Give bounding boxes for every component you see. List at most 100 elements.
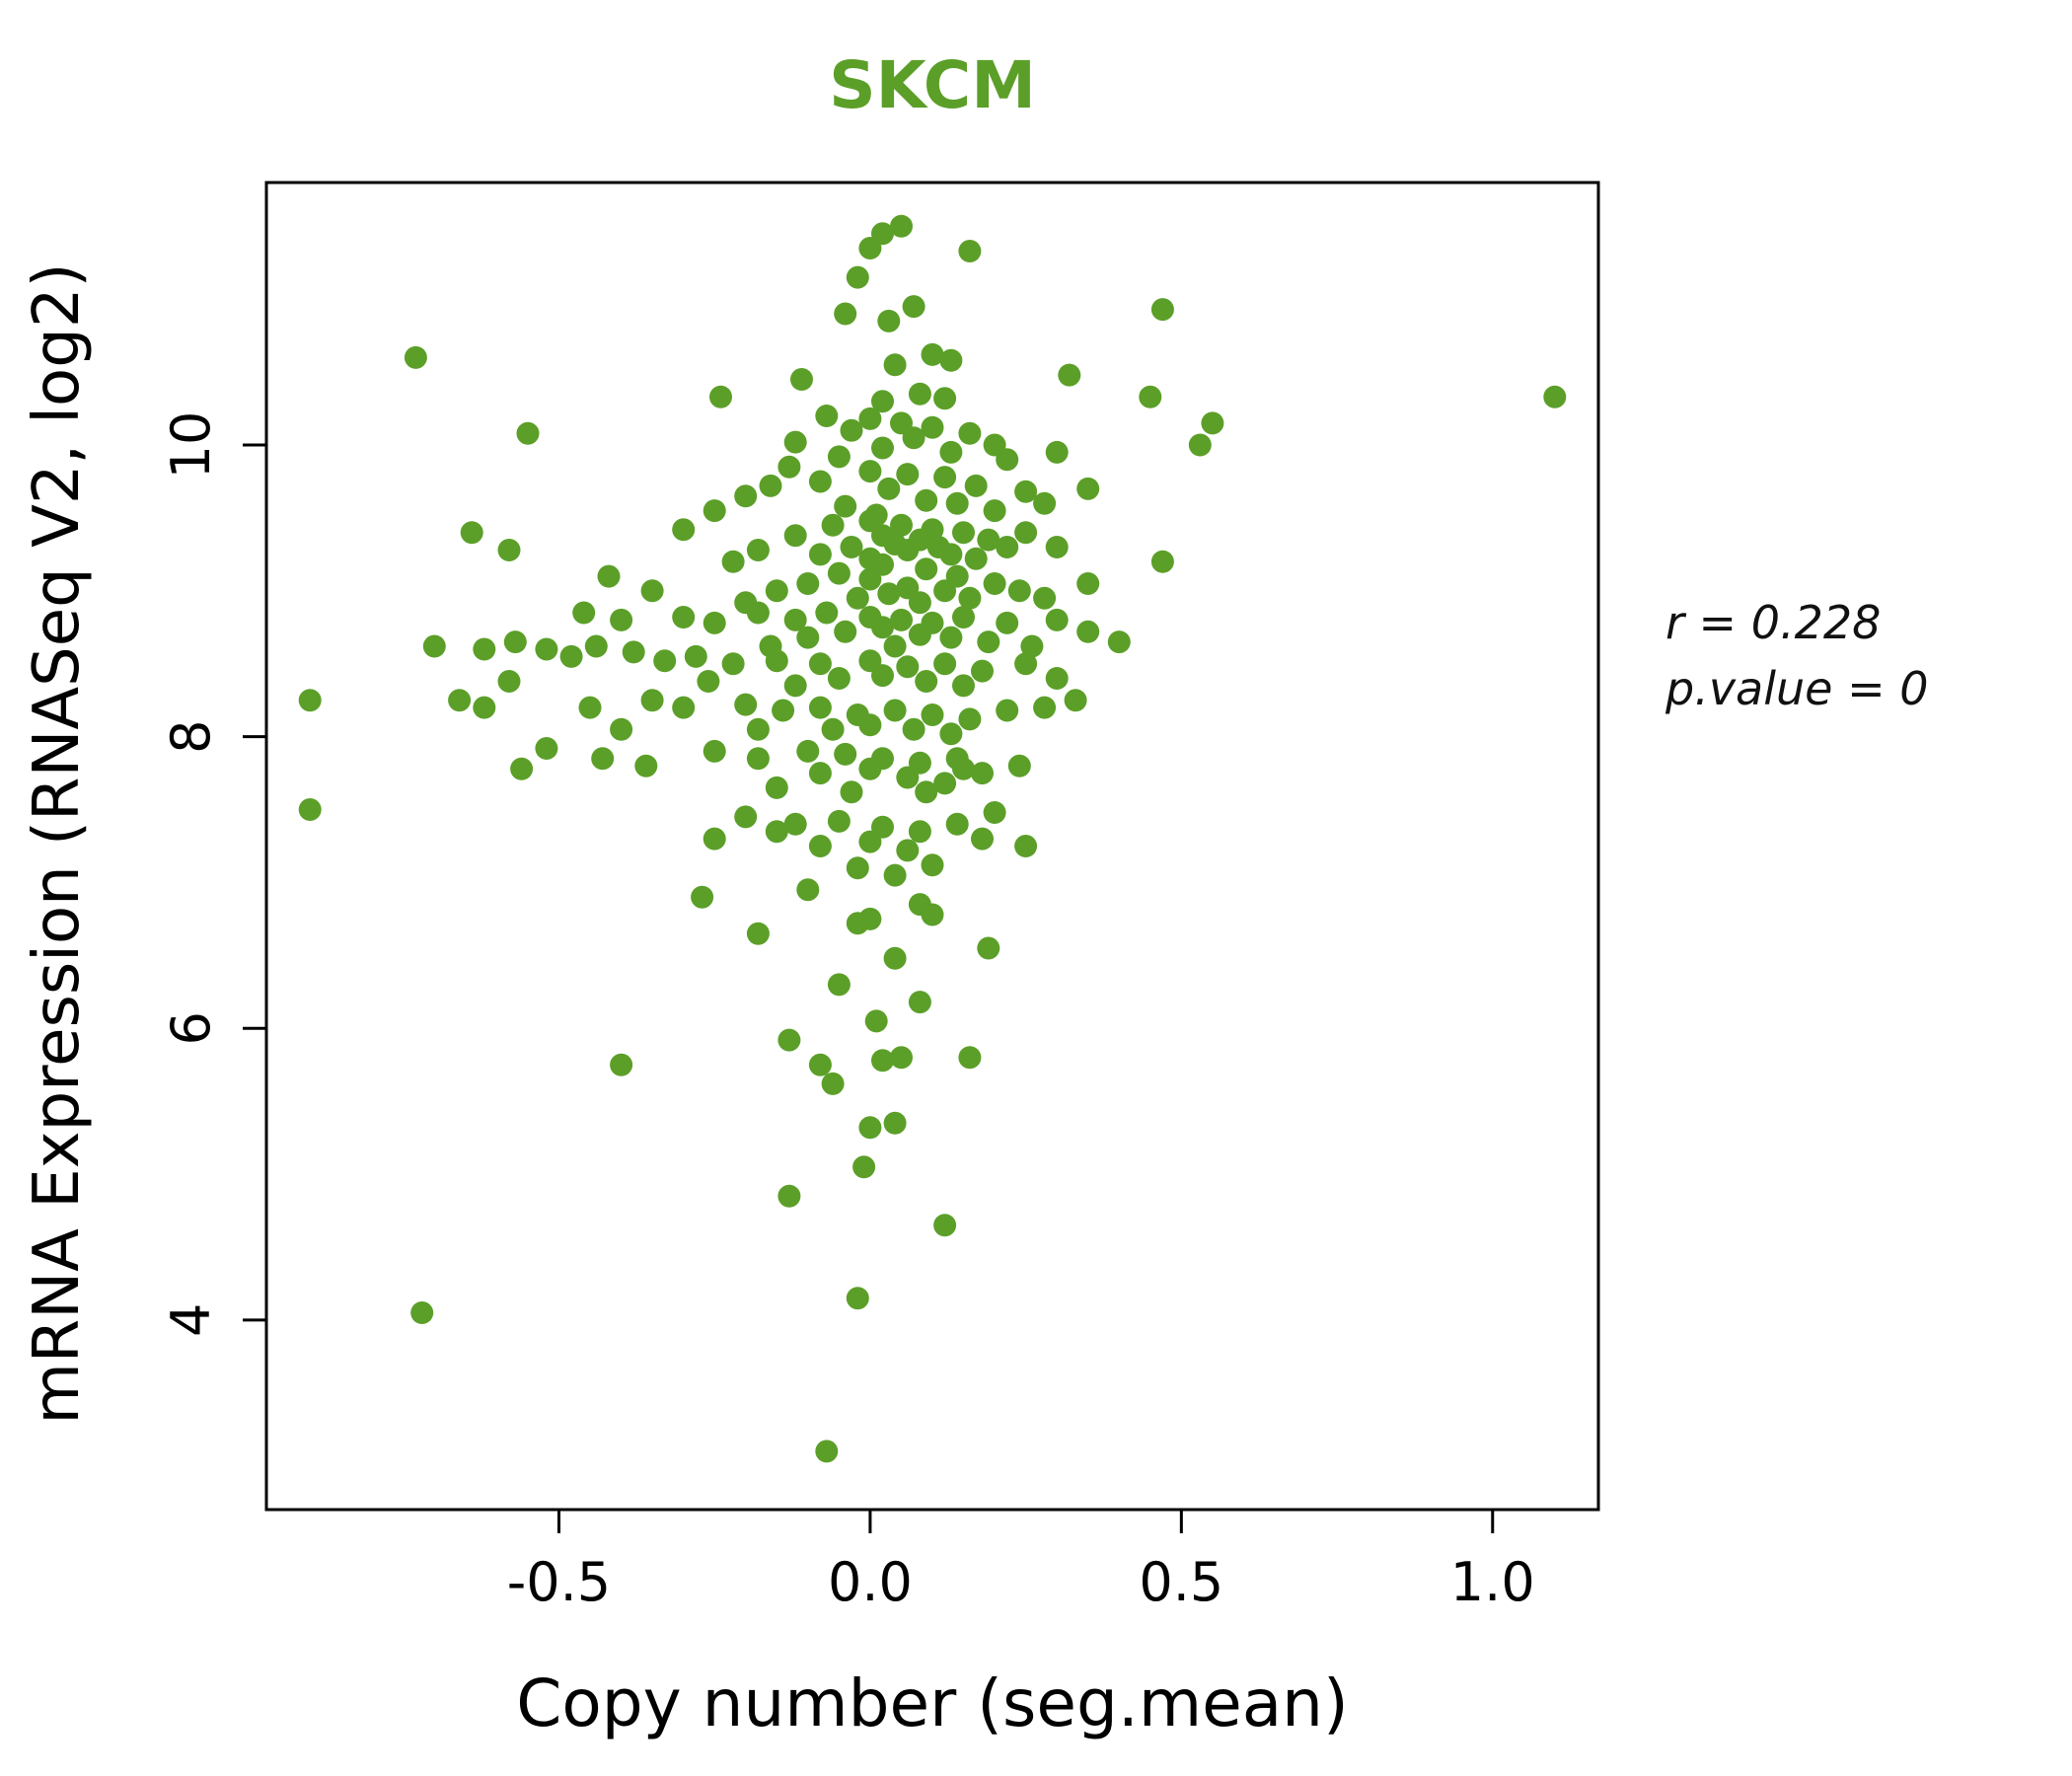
- data-point: [808, 470, 832, 493]
- x-tick-label: 0.5: [1139, 1551, 1223, 1613]
- data-point: [796, 572, 820, 595]
- data-point: [858, 757, 882, 780]
- data-point: [1107, 630, 1131, 654]
- data-point: [921, 903, 944, 926]
- data-point: [746, 539, 770, 561]
- data-point: [591, 747, 615, 771]
- data-point: [858, 1116, 882, 1140]
- data-point: [703, 827, 726, 851]
- data-point: [584, 634, 608, 658]
- data-point: [896, 463, 920, 486]
- data-point: [777, 1028, 801, 1052]
- data-point: [890, 608, 913, 631]
- data-point: [1076, 620, 1100, 643]
- data-point: [915, 780, 938, 804]
- data-point: [765, 649, 788, 673]
- data-point: [971, 659, 994, 683]
- data-point: [933, 652, 957, 676]
- data-point: [958, 707, 982, 731]
- data-point: [821, 513, 845, 537]
- data-point: [610, 1053, 633, 1076]
- data-point: [858, 407, 882, 430]
- data-point: [535, 737, 558, 760]
- correlation-annotation: r = 0.228 p.value = 0: [1665, 590, 1929, 721]
- y-tick-label: 8: [160, 719, 222, 753]
- data-point: [746, 747, 770, 771]
- data-point: [840, 418, 863, 442]
- data-point: [1058, 363, 1081, 387]
- data-point: [404, 345, 427, 369]
- data-point: [952, 674, 975, 698]
- data-point: [765, 776, 788, 799]
- x-axis-label: Copy number (seg.mean): [516, 1665, 1349, 1741]
- data-point: [896, 655, 920, 679]
- data-point: [1033, 491, 1057, 515]
- data-point: [783, 674, 807, 698]
- data-point: [1076, 477, 1100, 500]
- data-point: [815, 1440, 839, 1463]
- data-point: [827, 445, 851, 469]
- data-point: [796, 739, 820, 763]
- data-point: [983, 572, 1006, 595]
- data-point: [410, 1301, 434, 1324]
- data-point: [1150, 298, 1174, 322]
- data-point: [983, 801, 1006, 824]
- data-point: [840, 780, 863, 804]
- data-point: [883, 863, 907, 887]
- r-value-text: r = 0.228: [1665, 596, 1882, 649]
- data-point: [777, 455, 801, 479]
- x-axis-ticks: -0.5 0.0 0.5 1.0: [507, 1510, 1535, 1613]
- data-point: [890, 513, 913, 537]
- data-point: [858, 713, 882, 737]
- data-point: [1188, 433, 1212, 457]
- data-point: [939, 440, 963, 464]
- data-point: [883, 1111, 907, 1135]
- data-point: [783, 524, 807, 548]
- data-point: [597, 564, 621, 588]
- p-value-text: p.value = 0: [1665, 661, 1929, 715]
- data-point: [977, 936, 1000, 960]
- scatter-points: [298, 214, 1567, 1463]
- data-point: [858, 460, 882, 483]
- data-point: [298, 798, 322, 821]
- data-point: [1064, 689, 1087, 712]
- data-point: [834, 742, 857, 766]
- data-point: [952, 757, 975, 780]
- data-point: [921, 415, 944, 439]
- data-point: [945, 491, 969, 515]
- data-point: [559, 644, 583, 668]
- data-point: [516, 421, 540, 445]
- data-point: [852, 1155, 876, 1179]
- data-point: [765, 820, 788, 844]
- data-point: [1139, 385, 1162, 408]
- data-point: [883, 946, 907, 970]
- data-point: [790, 368, 813, 391]
- data-point: [890, 1046, 913, 1070]
- data-point: [939, 722, 963, 746]
- data-point: [734, 805, 758, 829]
- data-point: [497, 670, 521, 693]
- data-point: [634, 754, 658, 777]
- data-point: [996, 448, 1019, 472]
- data-point: [473, 637, 496, 661]
- x-tick-label: 0.0: [828, 1551, 913, 1613]
- data-point: [827, 973, 851, 997]
- data-point: [915, 488, 938, 512]
- data-point: [971, 827, 994, 851]
- data-point: [808, 652, 832, 676]
- data-point: [640, 689, 664, 712]
- data-point: [896, 766, 920, 789]
- data-point: [864, 1009, 888, 1033]
- data-point: [915, 557, 938, 581]
- data-point: [921, 703, 944, 726]
- data-point: [1020, 634, 1044, 658]
- data-point: [497, 539, 521, 561]
- data-point: [846, 1287, 869, 1310]
- data-point: [983, 499, 1006, 523]
- data-point: [821, 1072, 845, 1095]
- data-point: [945, 812, 969, 836]
- data-point: [871, 390, 894, 413]
- data-point: [908, 623, 931, 646]
- data-point: [933, 466, 957, 489]
